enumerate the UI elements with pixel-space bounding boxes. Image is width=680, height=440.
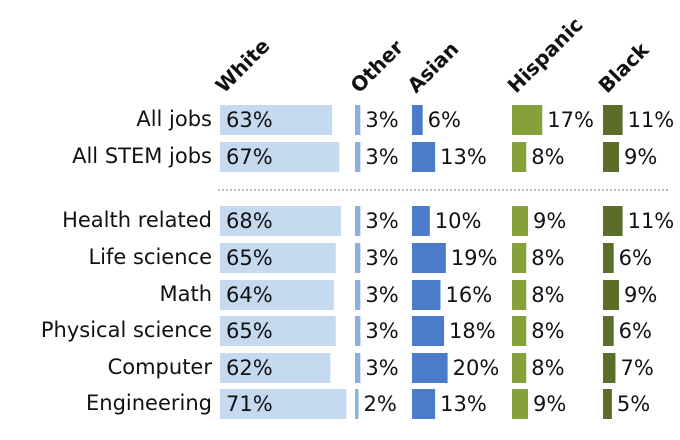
bar xyxy=(412,206,430,236)
bar xyxy=(412,105,423,135)
value-label: 3% xyxy=(365,108,398,132)
value-label: 9% xyxy=(533,209,566,233)
row-label: Engineering xyxy=(86,391,212,415)
bar xyxy=(512,243,527,273)
value-label: 3% xyxy=(365,246,398,270)
value-label: 62% xyxy=(226,356,273,380)
bar xyxy=(603,105,623,135)
bar xyxy=(355,316,361,346)
value-label: 68% xyxy=(226,209,273,233)
bar xyxy=(512,206,529,236)
value-label: 13% xyxy=(440,145,487,169)
value-label: 3% xyxy=(365,209,398,233)
bar xyxy=(220,316,336,346)
value-label: 8% xyxy=(531,319,564,343)
bar xyxy=(220,389,347,419)
bar xyxy=(220,243,336,273)
bar xyxy=(355,206,361,236)
bar xyxy=(412,280,441,310)
column-header: Hispanic xyxy=(503,12,588,97)
value-label: 65% xyxy=(226,246,273,270)
bar xyxy=(512,316,527,346)
bar xyxy=(603,316,614,346)
value-label: 16% xyxy=(445,283,492,307)
value-label: 9% xyxy=(624,283,657,307)
bar xyxy=(603,353,616,383)
value-label: 63% xyxy=(226,108,273,132)
row-label: Life science xyxy=(88,245,212,269)
value-label: 8% xyxy=(531,145,564,169)
bar xyxy=(355,142,361,172)
bar xyxy=(412,353,448,383)
bar xyxy=(412,316,445,346)
value-label: 9% xyxy=(624,145,657,169)
bar xyxy=(603,206,623,236)
bar xyxy=(603,389,612,419)
value-label: 8% xyxy=(531,246,564,270)
value-label: 10% xyxy=(435,209,482,233)
value-label: 6% xyxy=(428,108,461,132)
bar xyxy=(603,280,620,310)
value-label: 18% xyxy=(449,319,496,343)
row-label: All STEM jobs xyxy=(72,144,212,168)
value-label: 17% xyxy=(547,108,594,132)
bar xyxy=(512,389,529,419)
value-label: 19% xyxy=(451,246,498,270)
value-label: 11% xyxy=(628,209,675,233)
bar xyxy=(412,142,436,172)
value-label: 64% xyxy=(226,283,273,307)
bar xyxy=(512,142,527,172)
value-label: 20% xyxy=(453,356,500,380)
bar xyxy=(220,105,333,135)
value-label: 6% xyxy=(619,319,652,343)
row-label: Physical science xyxy=(41,318,212,342)
row-label: Computer xyxy=(108,355,213,379)
value-label: 11% xyxy=(628,108,675,132)
value-label: 3% xyxy=(365,319,398,343)
column-header: Black xyxy=(594,37,654,97)
value-label: 2% xyxy=(364,392,397,416)
column-header: Other xyxy=(346,35,408,97)
bar xyxy=(220,206,342,236)
column-header: Asian xyxy=(403,37,464,98)
bar xyxy=(412,243,446,273)
value-label: 7% xyxy=(620,356,653,380)
value-label: 3% xyxy=(365,145,398,169)
value-label: 67% xyxy=(226,145,273,169)
row-label: Health related xyxy=(62,208,212,232)
bar xyxy=(512,280,527,310)
value-label: 65% xyxy=(226,319,273,343)
bar xyxy=(603,142,620,172)
bar xyxy=(512,105,543,135)
value-label: 3% xyxy=(365,356,398,380)
row-label: All jobs xyxy=(136,107,212,131)
value-label: 9% xyxy=(533,392,566,416)
column-header: White xyxy=(211,34,275,98)
bar xyxy=(355,243,361,273)
row-label: Math xyxy=(159,282,212,306)
value-label: 71% xyxy=(226,392,273,416)
value-label: 5% xyxy=(617,392,650,416)
bar xyxy=(412,389,436,419)
value-label: 6% xyxy=(619,246,652,270)
bar xyxy=(355,389,359,419)
value-label: 3% xyxy=(365,283,398,307)
bar xyxy=(355,105,361,135)
bar xyxy=(603,243,614,273)
bar xyxy=(512,353,527,383)
value-label: 8% xyxy=(531,356,564,380)
value-label: 13% xyxy=(440,392,487,416)
bar xyxy=(355,353,361,383)
bar xyxy=(355,280,361,310)
value-label: 8% xyxy=(531,283,564,307)
bar xyxy=(220,142,340,172)
bar xyxy=(220,280,334,310)
bar xyxy=(220,353,331,383)
